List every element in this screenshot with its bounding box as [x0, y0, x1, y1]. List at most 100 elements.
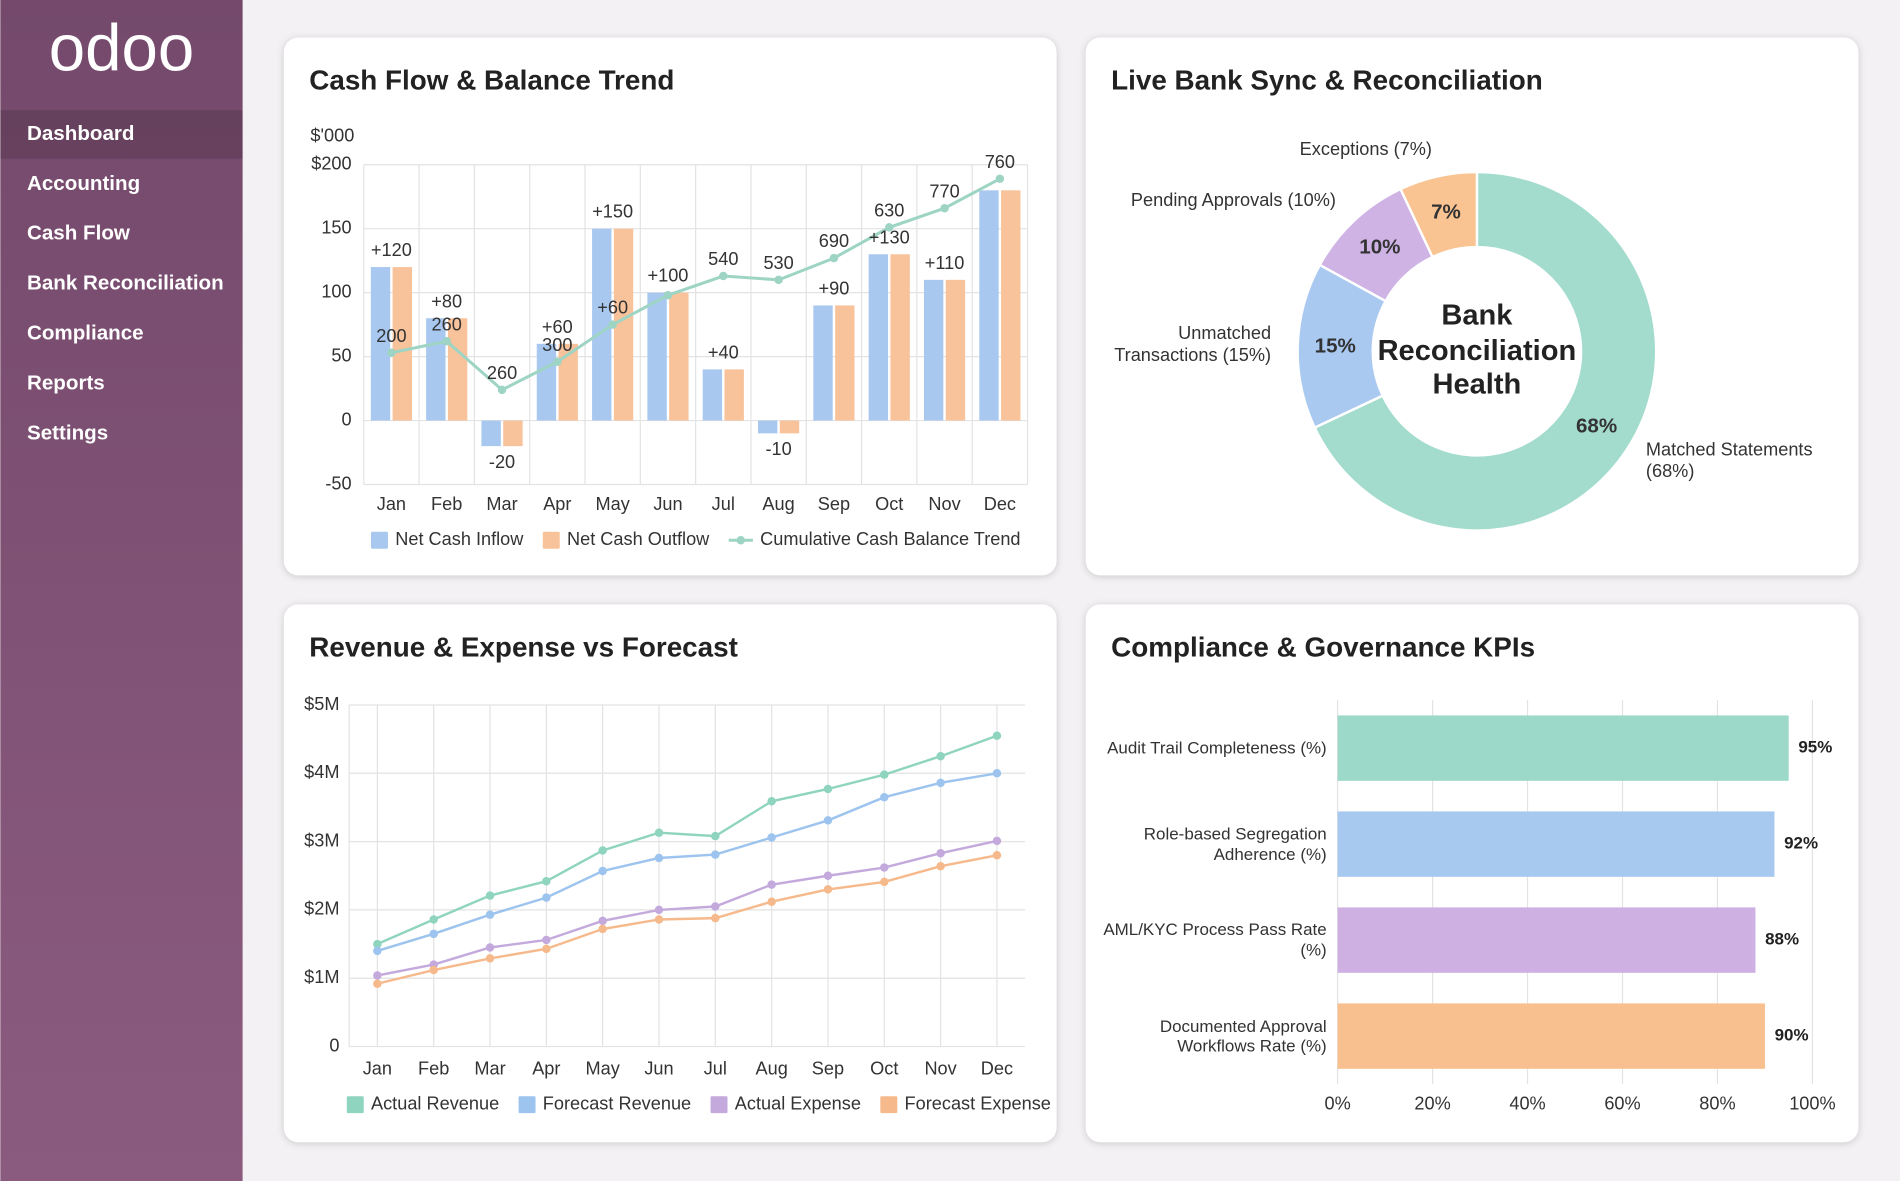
- bar-value-label: +110: [925, 253, 965, 273]
- bar: [1001, 190, 1021, 421]
- line-point: [711, 831, 720, 841]
- line-point: [553, 357, 562, 366]
- legend-marker: [710, 1096, 728, 1114]
- line-point: [485, 954, 495, 963]
- line-point: [497, 385, 507, 395]
- y-tick-label: $4M: [304, 762, 339, 782]
- line-point: [542, 893, 551, 902]
- menu-item[interactable]: Settings: [27, 421, 108, 444]
- x-tick-label: 20%: [1414, 1093, 1450, 1113]
- line-point: [542, 876, 551, 886]
- y-tick-label: 0: [342, 409, 352, 429]
- line-point: [373, 939, 382, 949]
- bar: [779, 420, 800, 434]
- point-label: 770: [929, 181, 959, 201]
- line-point: [992, 731, 1002, 740]
- line-point: [936, 861, 945, 871]
- point-label: 300: [542, 335, 572, 355]
- category-label-box: Audit Trail Completeness (%): [1107, 737, 1327, 758]
- bar-value-label: +60: [542, 317, 573, 337]
- line-point: [767, 880, 776, 889]
- line-point: [598, 846, 607, 855]
- bar: [447, 318, 468, 421]
- x-tick-label: Jun: [653, 494, 682, 514]
- category-label: Pending Approvals (10%): [1130, 190, 1336, 211]
- donut-slice: [1313, 170, 1658, 532]
- line-point: [880, 863, 889, 872]
- x-tick-label: May: [586, 1058, 621, 1078]
- menu-item[interactable]: Cash Flow: [27, 222, 131, 245]
- legend-label: Net Cash Outflow: [567, 529, 710, 549]
- category-label-box: Exceptions (7%): [1299, 139, 1432, 161]
- bar: [481, 420, 501, 447]
- line-point: [542, 935, 551, 945]
- legend-label: Actual Expense: [735, 1093, 861, 1113]
- bar: [835, 305, 855, 421]
- point-label: 260: [432, 314, 462, 334]
- menu-item[interactable]: Compliance: [27, 322, 144, 345]
- line-series: [377, 839, 998, 977]
- y-tick-label: -50: [325, 473, 351, 493]
- legend-marker: [880, 1096, 898, 1114]
- line-point: [711, 902, 720, 911]
- chart-title: Cash Flow & Balance Trend: [309, 65, 674, 96]
- x-tick-label: Aug: [762, 494, 794, 514]
- point-label: +60: [597, 298, 628, 318]
- bar: [979, 190, 999, 421]
- bar: [592, 228, 612, 421]
- slice-value-label: 68%: [1576, 415, 1617, 438]
- category-label: AML/KYC Process Pass Rate (%): [1103, 919, 1327, 960]
- bar: [945, 279, 966, 421]
- x-tick-label: Dec: [981, 1058, 1013, 1078]
- bar: [1337, 907, 1756, 973]
- line-point: [373, 946, 382, 956]
- bar-value-label: 90%: [1775, 1026, 1809, 1045]
- y-tick-label: 100: [321, 281, 351, 301]
- line-point: [823, 784, 833, 794]
- line-point: [485, 910, 495, 919]
- line-point: [711, 850, 720, 859]
- menu-item[interactable]: Bank Reconciliation: [27, 272, 224, 295]
- menu-item[interactable]: Accounting: [27, 172, 140, 195]
- line-point: [719, 271, 728, 281]
- x-tick-label: Jun: [644, 1058, 673, 1078]
- category-label: Audit Trail Completeness (%): [1107, 737, 1327, 758]
- line-point: [880, 792, 889, 802]
- bar-value-label: +80: [431, 291, 462, 311]
- donut-slice: [1398, 170, 1479, 259]
- bar: [868, 254, 889, 421]
- bar: [1337, 1003, 1765, 1069]
- y-tick-label: $200: [311, 154, 351, 174]
- line-point: [767, 797, 776, 806]
- bar: [613, 228, 634, 421]
- menu-item[interactable]: Reports: [27, 371, 105, 394]
- legend-label: Forecast Expense: [905, 1093, 1051, 1113]
- bar-value-label: +150: [592, 202, 633, 222]
- y-tick-label: $5M: [304, 694, 339, 714]
- bar: [647, 292, 667, 421]
- category-label: Documented Approval Workflows Rate (%): [1159, 1015, 1327, 1056]
- line-point: [663, 290, 673, 300]
- line-point: [767, 833, 776, 842]
- category-label: Exceptions (7%): [1299, 139, 1432, 161]
- category-label: Unmatched Transactions (15%): [1114, 322, 1272, 366]
- category-label: Role-based Segregation Adherence (%): [1143, 823, 1327, 864]
- line-point: [429, 929, 438, 939]
- line-point: [654, 853, 664, 863]
- donut-center-label-box: Bank Reconciliation Health: [1378, 299, 1577, 401]
- chart-title: Revenue & Expense vs Forecast: [309, 632, 738, 663]
- bar-value-label: 95%: [1798, 738, 1832, 757]
- line-point: [936, 848, 945, 858]
- bar-value-label: -20: [489, 452, 515, 472]
- line-point: [442, 337, 451, 346]
- x-tick-label: Jan: [377, 494, 406, 514]
- bar: [702, 369, 723, 421]
- y-tick-label: 0: [329, 1035, 339, 1055]
- line-point: [429, 965, 438, 975]
- x-tick-label: 100%: [1789, 1093, 1835, 1113]
- x-tick-label: Dec: [984, 494, 1016, 514]
- menu-item[interactable]: Dashboard: [27, 122, 134, 145]
- line-point: [598, 924, 607, 934]
- y-tick-label: $3M: [304, 830, 339, 850]
